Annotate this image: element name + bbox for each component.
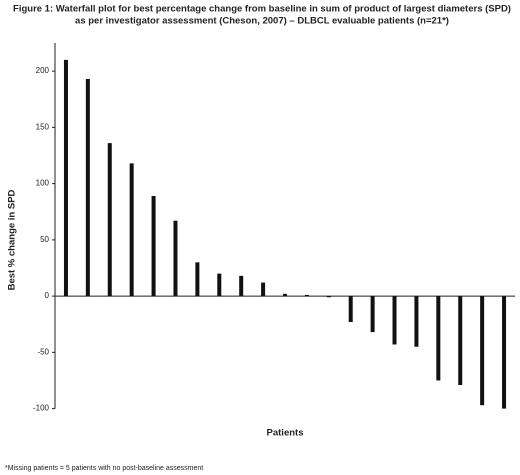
y-tick-label: 150 (36, 122, 50, 131)
bar (239, 275, 244, 297)
bar (304, 294, 309, 297)
bar (436, 296, 441, 381)
footnote: *Missing patients = 5 patients with no p… (5, 465, 203, 472)
y-tick-label: 0 (45, 291, 50, 300)
bar (63, 59, 68, 297)
bar (414, 296, 419, 347)
bar (107, 143, 112, 297)
bar (283, 293, 287, 297)
bar (480, 296, 485, 406)
bar (370, 296, 375, 333)
y-tick-label: -50 (37, 347, 49, 356)
bar (151, 195, 156, 297)
y-tick-label: -100 (33, 404, 50, 413)
bar (261, 282, 266, 297)
y-tick-label: 200 (36, 66, 50, 75)
bar (173, 220, 178, 297)
bar (326, 296, 331, 298)
bar (195, 262, 200, 297)
chart-title-line: as per investigator assessment (Cheson, … (75, 16, 449, 27)
chart-title-line: Figure 1: Waterfall plot for best percen… (13, 4, 511, 15)
bar (217, 273, 222, 297)
bar (348, 296, 353, 322)
x-axis-label: Patients (267, 428, 304, 439)
bar (502, 296, 507, 409)
y-tick-label: 100 (36, 179, 50, 188)
bar (129, 163, 134, 297)
bar (392, 296, 397, 345)
bar (85, 78, 90, 297)
y-tick-label: 50 (40, 235, 49, 244)
y-axis-label: Best % change in SPD (7, 189, 18, 290)
bar (458, 296, 463, 385)
